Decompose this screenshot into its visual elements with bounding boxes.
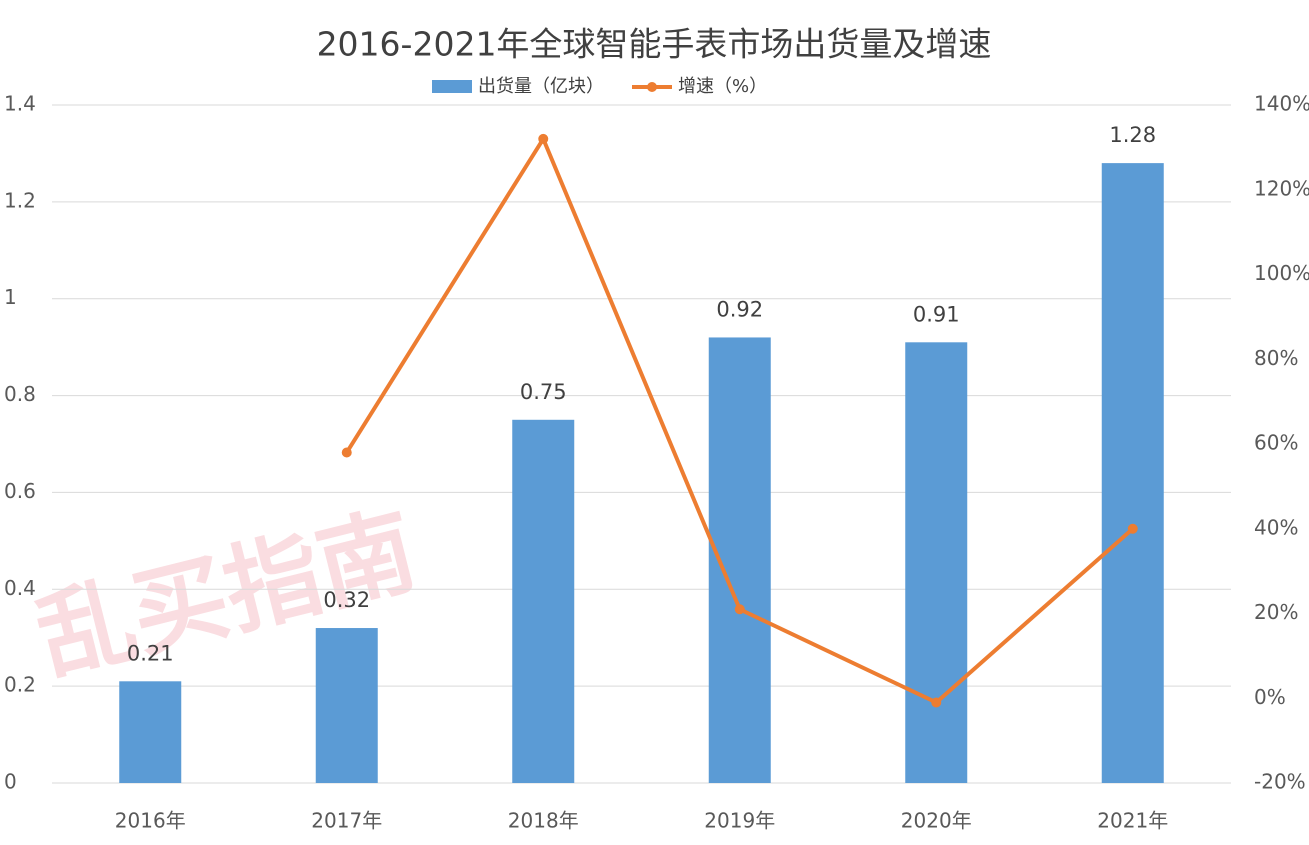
legend-swatch — [432, 80, 472, 93]
x-tick-label: 2017年 — [311, 809, 382, 833]
bar — [1101, 163, 1164, 784]
line-point — [734, 604, 745, 615]
bar — [905, 342, 968, 783]
value-label: 1.28 — [1109, 123, 1156, 147]
bar — [512, 419, 575, 783]
legend-swatch — [647, 82, 657, 92]
y2-tick-label: 80% — [1254, 346, 1298, 370]
y-tick-label: 1.2 — [4, 188, 36, 212]
chart-title: 2016-2021年全球智能手表市场出货量及增速 — [317, 25, 992, 64]
y2-tick-label: 0% — [1254, 685, 1286, 709]
x-tick-label: 2018年 — [508, 809, 579, 833]
y-tick-label: 0.4 — [4, 576, 36, 600]
legend-label: 增速（%） — [678, 76, 767, 97]
x-tick-label: 2020年 — [901, 809, 972, 833]
line-point — [538, 133, 549, 144]
value-label: 0.32 — [323, 588, 370, 612]
y-tick-label: 0.8 — [4, 382, 36, 406]
x-tick-label: 2019年 — [704, 809, 775, 833]
y2-tick-label: -20% — [1254, 770, 1306, 794]
value-label: 0.91 — [913, 302, 960, 326]
y-tick-label: 0.2 — [4, 673, 36, 697]
x-tick-label: 2016年 — [115, 809, 186, 833]
value-label: 0.92 — [716, 297, 763, 321]
y-tick-label: 1 — [4, 285, 17, 309]
x-tick-label: 2021年 — [1097, 809, 1168, 833]
y2-tick-label: 100% — [1254, 261, 1309, 285]
line-point — [341, 447, 352, 458]
line-point — [1127, 523, 1138, 534]
y-tick-label: 1.4 — [4, 92, 36, 116]
y-tick-label: 0.6 — [4, 479, 36, 503]
legend-label: 出货量（亿块） — [478, 76, 604, 97]
bar — [315, 628, 378, 783]
y2-tick-label: 40% — [1254, 515, 1298, 539]
value-label: 0.75 — [520, 380, 567, 404]
y-tick-label: 0 — [4, 770, 17, 794]
line-point — [931, 697, 942, 708]
y2-tick-label: 60% — [1254, 431, 1298, 455]
value-label: 0.21 — [127, 641, 174, 665]
bar — [119, 681, 182, 783]
y2-tick-label: 20% — [1254, 600, 1298, 624]
y2-tick-label: 140% — [1254, 92, 1309, 116]
y2-tick-label: 120% — [1254, 176, 1309, 200]
